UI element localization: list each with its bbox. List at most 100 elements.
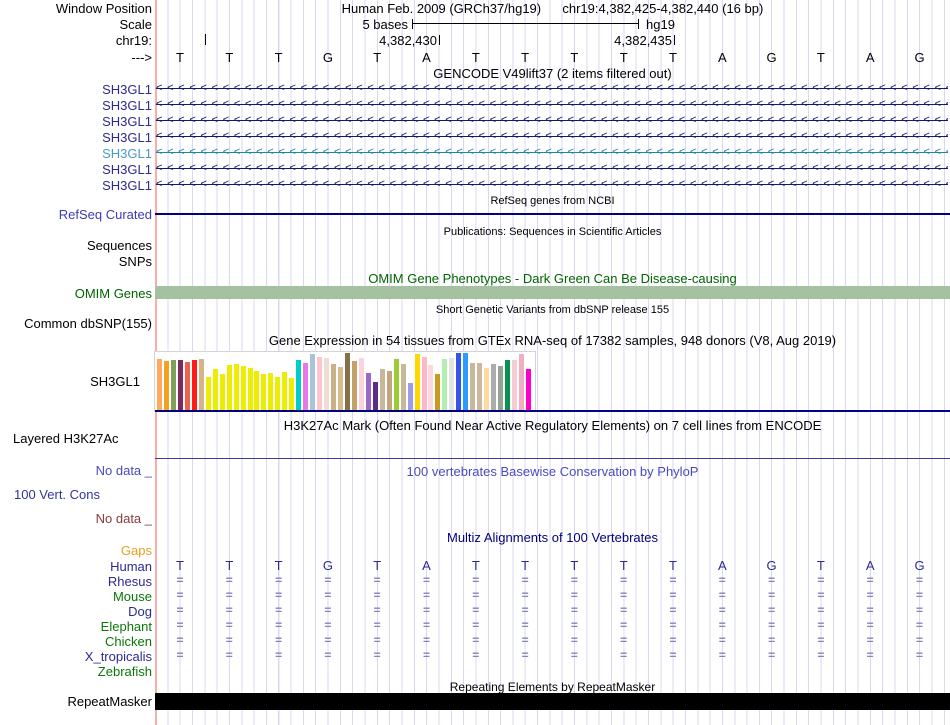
gtex-tissue-bar[interactable] [164, 361, 169, 411]
gtex-tissue-bar[interactable] [212, 369, 218, 411]
dbsnp-label[interactable]: Common dbSNP(155) [24, 316, 152, 331]
h3k27ac-label[interactable]: Layered H3K27Ac [13, 431, 119, 446]
gtex-tissue-bar[interactable] [170, 360, 176, 411]
align-match-icon: = [768, 648, 776, 663]
gene-label[interactable]: SH3GL1 [102, 130, 152, 145]
gtex-tissue-bar[interactable] [428, 365, 434, 411]
gtex-tissue-bar[interactable] [205, 377, 211, 411]
species-label[interactable]: Chicken [105, 634, 152, 649]
gtex-tissue-bar[interactable] [372, 382, 378, 411]
gtex-tissue-bar[interactable] [226, 365, 232, 411]
gtex-tissue-bar[interactable] [351, 361, 357, 411]
gtex-tissue-bar[interactable] [365, 373, 371, 411]
gtex-tissue-bar[interactable] [317, 357, 323, 411]
refseq-curated-label[interactable]: RefSeq Curated [58, 207, 152, 222]
gtex-tissue-bar[interactable] [261, 374, 267, 411]
species-label[interactable]: Rhesus [107, 573, 152, 589]
gtex-tissue-bar[interactable] [157, 359, 162, 411]
omim-genes-label[interactable]: OMIM Genes [74, 286, 152, 301]
gtex-tissue-bar[interactable] [407, 383, 413, 411]
gene-label[interactable]: SH3GL1 [102, 162, 152, 177]
gtex-tissue-bar[interactable] [484, 368, 490, 411]
gtex-tissue-bar[interactable] [491, 364, 497, 411]
gtex-tissue-bar[interactable] [456, 353, 462, 411]
gene-arrow-row[interactable]: <<<<<<<<<<<<<<<<<<<<<<<<<<<<<<<<<<<<<<<<… [156, 177, 948, 192]
gtex-tissue-bar[interactable] [254, 371, 260, 411]
gtex-tissue-bar[interactable] [240, 366, 246, 411]
gtex-tissue-bar[interactable] [449, 358, 455, 411]
gtex-tissue-bar[interactable] [324, 358, 329, 411]
gtex-tissue-bar[interactable] [393, 359, 399, 411]
gtex-tissue-bar[interactable] [331, 364, 336, 411]
align-match-icon: = [915, 633, 923, 647]
gtex-tissue-bar[interactable] [442, 359, 448, 411]
sequences-label[interactable]: Sequences [86, 238, 152, 253]
h3k27ac-baseline[interactable] [155, 458, 950, 459]
gtex-tissue-bar[interactable] [525, 369, 531, 411]
gene-label[interactable]: SH3GL1 [102, 178, 152, 193]
gene-arrow-row[interactable]: <<<<<<<<<<<<<<<<<<<<<<<<<<<<<<<<<<<<<<<<… [156, 81, 948, 96]
species-label[interactable]: Dog [128, 603, 152, 619]
gene-label[interactable]: SH3GL1 [102, 82, 152, 97]
gtex-tissue-bar[interactable] [296, 360, 302, 411]
gene-label[interactable]: SH3GL1 [102, 114, 152, 129]
gene-arrow-row[interactable]: <<<<<<<<<<<<<<<<<<<<<<<<<<<<<<<<<<<<<<<<… [156, 113, 948, 128]
gene-arrow-row[interactable]: <<<<<<<<<<<<<<<<<<<<<<<<<<<<<<<<<<<<<<<<… [156, 97, 948, 112]
gene-arrow-row[interactable]: <<<<<<<<<<<<<<<<<<<<<<<<<<<<<<<<<<<<<<<<… [156, 161, 948, 176]
gtex-tissue-bar[interactable] [247, 368, 253, 411]
gtex-tissue-bar[interactable] [505, 360, 510, 411]
gtex-gene-label[interactable]: SH3GL1 [90, 374, 140, 389]
gtex-tissue-bar[interactable] [282, 372, 288, 411]
align-match-icon: = [521, 617, 529, 632]
gene-arrow-row[interactable]: <<<<<<<<<<<<<<<<<<<<<<<<<<<<<<<<<<<<<<<<… [156, 145, 948, 160]
repeatmasker-label[interactable]: RepeatMasker [67, 694, 152, 709]
gaps-label[interactable]: Gaps [120, 543, 152, 558]
gtex-tissue-bar[interactable] [177, 360, 183, 411]
gtex-tissue-bar[interactable] [498, 366, 503, 411]
align-match-icon: = [620, 648, 628, 663]
gtex-tissue-bar[interactable] [477, 363, 483, 411]
gtex-tissue-bar[interactable] [310, 354, 316, 411]
species-label[interactable]: Human [110, 558, 152, 574]
align-match-icon: = [373, 587, 381, 602]
gtex-tissue-bar[interactable] [344, 353, 350, 411]
gtex-tissue-bar[interactable] [414, 354, 420, 411]
gtex-tissue-bar[interactable] [512, 360, 517, 411]
ruler-tick-label[interactable]: 4,382,435 [614, 33, 672, 48]
species-label[interactable]: Mouse [112, 588, 152, 604]
gtex-tissue-bar[interactable] [219, 374, 225, 411]
gtex-tissue-bar[interactable] [435, 374, 441, 411]
repeatmasker-bar[interactable] [155, 693, 950, 710]
gene-label[interactable]: SH3GL1 [102, 146, 152, 161]
gtex-tissue-bar[interactable] [400, 364, 406, 411]
gtex-tissue-bar[interactable] [379, 369, 385, 411]
species-label[interactable]: Zebrafish [97, 664, 152, 680]
omim-gene-bar[interactable] [155, 286, 950, 299]
gtex-tissue-bar[interactable] [421, 357, 427, 411]
gtex-tissue-bar[interactable] [198, 359, 204, 411]
snps-label[interactable]: SNPs [118, 254, 152, 269]
refseq-gene-line[interactable] [155, 213, 950, 215]
species-label[interactable]: Elephant [100, 618, 152, 634]
gtex-tissue-bar[interactable] [470, 363, 476, 411]
gtex-tissue-bar[interactable] [386, 371, 392, 411]
gtex-tissue-bar[interactable] [518, 354, 524, 411]
species-label[interactable]: X_tropicalis [84, 649, 152, 665]
gtex-tissue-bar[interactable] [275, 377, 281, 411]
gtex-tissue-bar[interactable] [358, 358, 364, 411]
vert-cons-label[interactable]: 100 Vert. Cons [14, 487, 100, 502]
scale-bar [412, 19, 639, 29]
gtex-tissue-bar[interactable] [233, 364, 239, 411]
gtex-tissue-bar[interactable] [184, 362, 190, 411]
gtex-tissue-bar[interactable] [463, 353, 469, 411]
gtex-tissue-bar[interactable] [268, 373, 274, 411]
gtex-tissue-bar[interactable] [289, 378, 295, 411]
ruler-tick-label[interactable]: 4,382,430 [379, 33, 437, 48]
align-match-icon: = [768, 617, 776, 632]
gtex-tissue-bar[interactable] [191, 360, 197, 411]
gene-label[interactable]: SH3GL1 [102, 98, 152, 113]
gtex-tissue-bar[interactable] [338, 367, 343, 411]
gene-arrow-row[interactable]: <<<<<<<<<<<<<<<<<<<<<<<<<<<<<<<<<<<<<<<<… [156, 129, 948, 144]
gtex-expression-chart[interactable] [154, 351, 536, 412]
gtex-tissue-bar[interactable] [303, 363, 309, 411]
